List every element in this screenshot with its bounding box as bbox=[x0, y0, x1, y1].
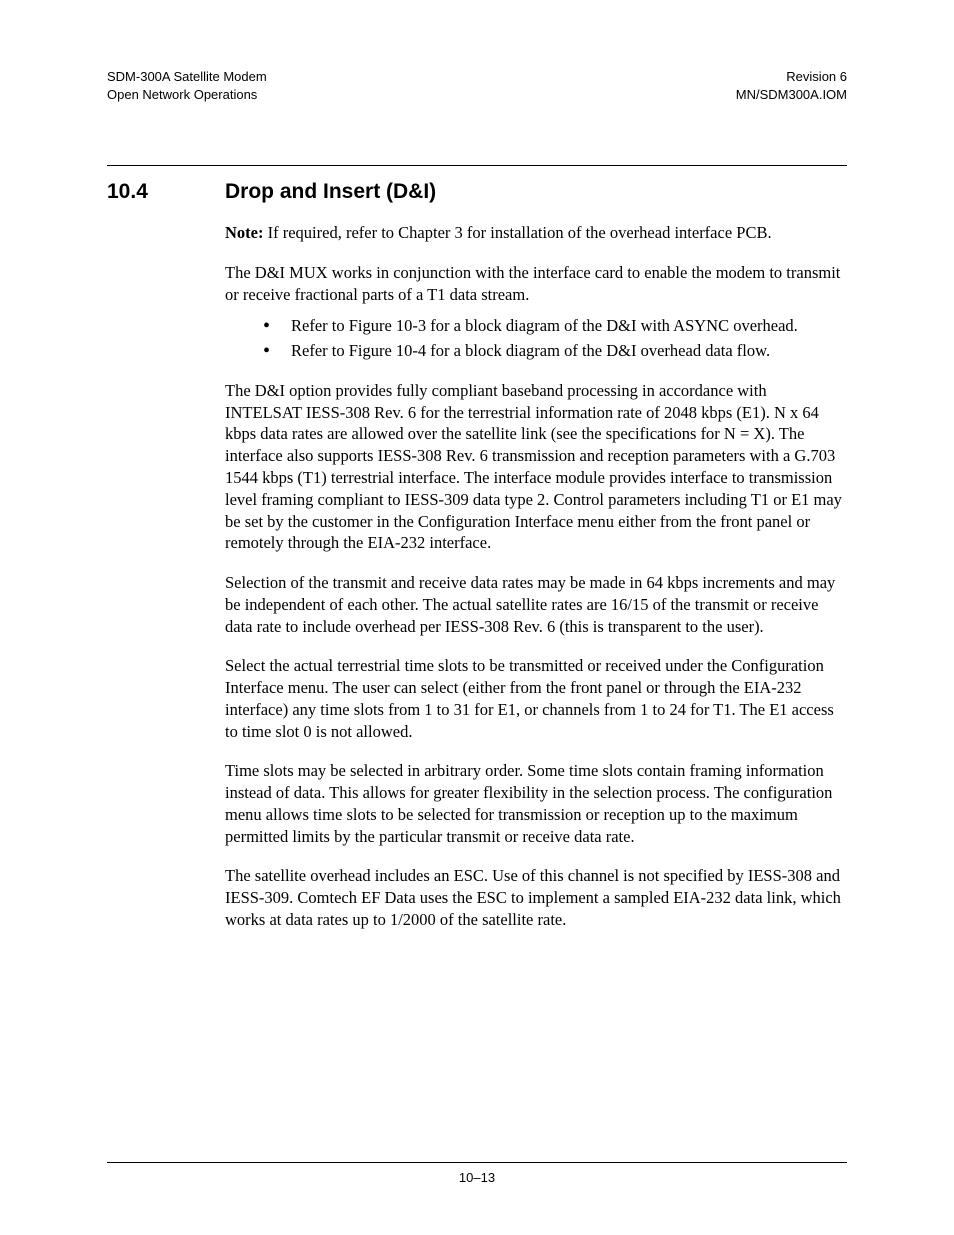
body-content: Note: If required, refer to Chapter 3 fo… bbox=[225, 222, 847, 931]
section-title: Drop and Insert (D&I) bbox=[225, 180, 436, 203]
note-text: If required, refer to Chapter 3 for inst… bbox=[263, 223, 771, 242]
list-item: Refer to Figure 10-3 for a block diagram… bbox=[263, 315, 847, 337]
header-right: Revision 6 MN/SDM300A.IOM bbox=[736, 68, 847, 103]
page-number: 10–13 bbox=[459, 1170, 495, 1185]
note-label: Note: bbox=[225, 223, 263, 242]
body-paragraph: The satellite overhead includes an ESC. … bbox=[225, 865, 847, 930]
body-paragraph: Selection of the transmit and receive da… bbox=[225, 572, 847, 637]
bullet-list: Refer to Figure 10-3 for a block diagram… bbox=[263, 315, 847, 362]
section-number: 10.4 bbox=[107, 180, 225, 204]
body-paragraph: Time slots may be selected in arbitrary … bbox=[225, 760, 847, 847]
footer-rule bbox=[107, 1162, 847, 1163]
page-header: SDM-300A Satellite Modem Open Network Op… bbox=[107, 68, 847, 103]
note-paragraph: Note: If required, refer to Chapter 3 fo… bbox=[225, 222, 847, 244]
intro-paragraph: The D&I MUX works in conjunction with th… bbox=[225, 262, 847, 306]
header-left: SDM-300A Satellite Modem Open Network Op… bbox=[107, 68, 267, 103]
horizontal-rule bbox=[107, 165, 847, 166]
header-section: Open Network Operations bbox=[107, 86, 267, 104]
page-footer: 10–13 bbox=[107, 1162, 847, 1187]
body-paragraph: Select the actual terrestrial time slots… bbox=[225, 655, 847, 742]
header-product: SDM-300A Satellite Modem bbox=[107, 68, 267, 86]
header-revision: Revision 6 bbox=[736, 68, 847, 86]
list-item: Refer to Figure 10-4 for a block diagram… bbox=[263, 340, 847, 362]
document-page: SDM-300A Satellite Modem Open Network Op… bbox=[0, 0, 954, 931]
section-heading: 10.4Drop and Insert (D&I) bbox=[107, 180, 847, 204]
body-paragraph: The D&I option provides fully compliant … bbox=[225, 380, 847, 554]
header-docid: MN/SDM300A.IOM bbox=[736, 86, 847, 104]
